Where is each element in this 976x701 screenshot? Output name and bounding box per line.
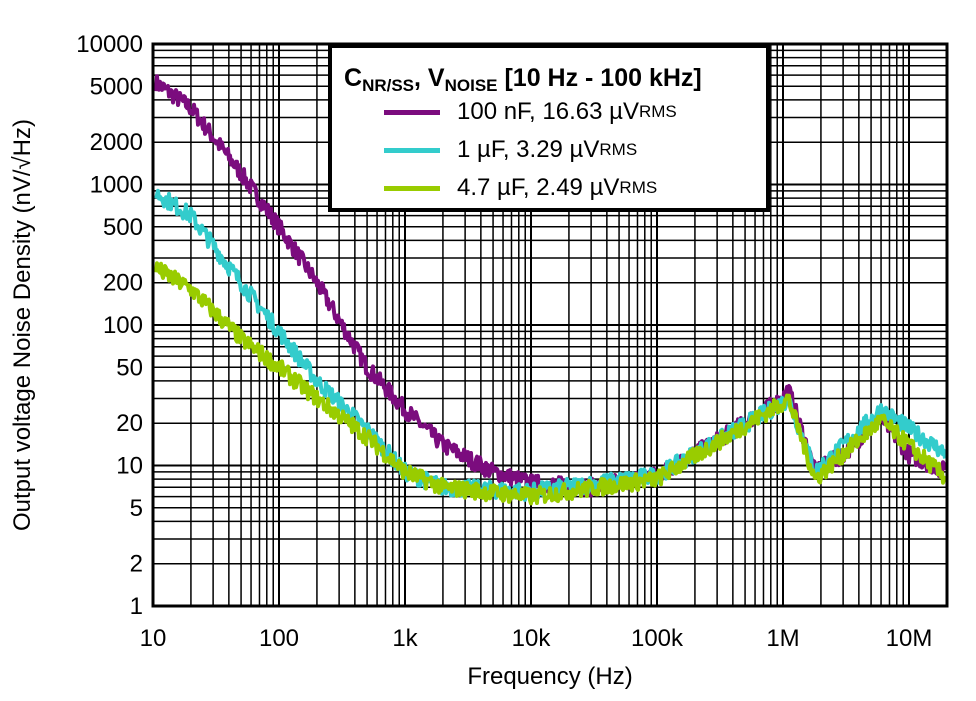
y-tick-label: 5 <box>130 495 143 522</box>
x-tick-label: 10k <box>512 625 552 652</box>
y-tick-label: 1 <box>130 593 143 620</box>
x-tick-labels: 10 100 1k 10k 100k 1M 10M <box>140 625 933 652</box>
y-tick-label: 2000 <box>90 129 143 156</box>
legend-label: 4.7 µF, 2.49 µV <box>457 174 620 201</box>
y-tick-labels: 1 2 5 10 20 50 100 200 500 1000 2000 5000 10000 <box>76 31 143 620</box>
legend-item-4p7uf: 4.7 µF, 2.49 µV RMS <box>384 174 657 202</box>
legend-label-sub: RMS <box>619 178 658 197</box>
x-tick-label: 100k <box>631 625 684 652</box>
x-tick-label: 10M <box>886 625 933 652</box>
y-tick-label: 5000 <box>90 73 143 100</box>
legend-swatch <box>384 147 440 153</box>
legend-title-part: [10 Hz - 100 kHz] <box>497 64 702 92</box>
y-tick-label: 10 <box>116 453 143 480</box>
legend-swatch <box>384 185 440 191</box>
x-tick-label: 1M <box>766 625 799 652</box>
series-line-2 <box>154 261 947 506</box>
series-lines <box>154 74 947 506</box>
legend-label: 1 µF, 3.29 µV <box>457 136 600 163</box>
y-tick-label: 100 <box>103 312 143 339</box>
legend-item-1uf: 1 µF, 3.29 µV RMS <box>384 136 637 164</box>
legend-item-100nf: 100 nF, 16.63 µV RMS <box>384 98 677 126</box>
x-tick-label: 1k <box>392 625 418 652</box>
y-tick-label: 2 <box>130 551 143 578</box>
y-tick-label: 10000 <box>76 31 143 58</box>
legend-title-sub: NR/SS <box>362 76 415 95</box>
x-axis-label: Frequency (Hz) <box>467 663 632 690</box>
y-tick-label: 500 <box>103 214 143 241</box>
legend-label: 100 nF, 16.63 µV <box>457 98 639 125</box>
y-tick-label: 1000 <box>90 172 143 199</box>
x-tick-label: 10 <box>140 625 167 652</box>
legend-label-sub: RMS <box>638 102 677 121</box>
legend-title-part: C <box>344 64 363 92</box>
legend-swatch <box>384 109 440 115</box>
y-tick-label: 50 <box>116 354 143 381</box>
y-tick-label: 20 <box>116 410 143 437</box>
legend-title-part: , V <box>414 64 445 92</box>
legend: CNR/SS, VNOISE [10 Hz - 100 kHz] 100 nF,… <box>328 44 770 212</box>
legend-title: CNR/SS, VNOISE [10 Hz - 100 kHz] <box>344 64 702 96</box>
legend-label-sub: RMS <box>599 140 638 159</box>
x-tick-label: 100 <box>259 625 299 652</box>
legend-title-sub: NOISE <box>444 76 498 95</box>
y-tick-label: 200 <box>103 270 143 297</box>
series-line-1 <box>154 188 947 502</box>
y-axis-label: Output voltage Noise Density (nV/√Hz) <box>9 119 36 531</box>
